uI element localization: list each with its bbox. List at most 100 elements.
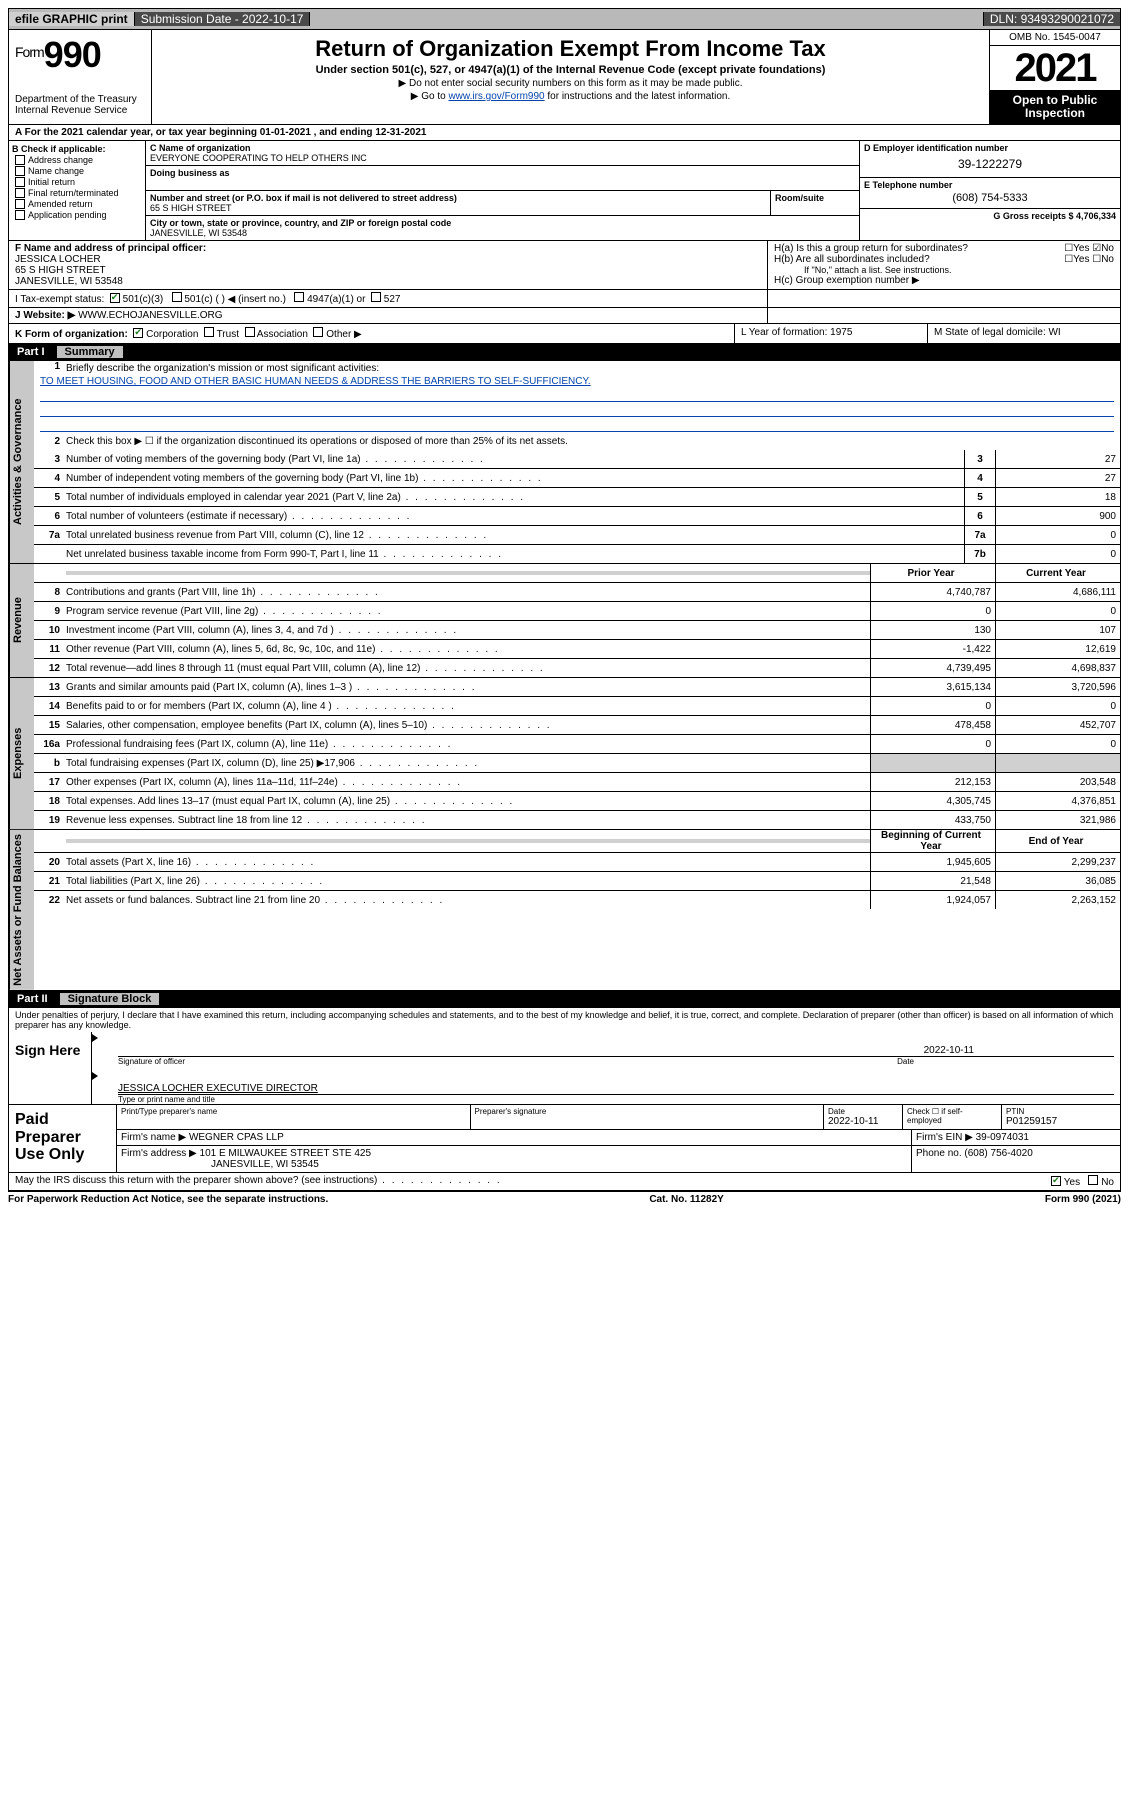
dln: DLN: 93493290021072: [983, 12, 1120, 26]
hb-label: H(b) Are all subordinates included?☐Yes …: [774, 254, 1114, 265]
arrow-icon: [92, 1034, 98, 1042]
city-label: City or town, state or province, country…: [150, 218, 855, 228]
col-current-year: Current Year: [995, 564, 1120, 582]
table-row: 22Net assets or fund balances. Subtract …: [34, 891, 1120, 909]
arrow-icon: [92, 1072, 98, 1080]
footer-left: For Paperwork Reduction Act Notice, see …: [8, 1194, 328, 1205]
section-governance: Activities & Governance 1 Briefly descri…: [8, 361, 1121, 564]
row-a-period: A For the 2021 calendar year, or tax yea…: [8, 125, 1121, 141]
chk-yes[interactable]: [1051, 1176, 1061, 1186]
table-row: 18Total expenses. Add lines 13–17 (must …: [34, 792, 1120, 811]
table-row: bTotal fundraising expenses (Part IX, co…: [34, 754, 1120, 773]
mission-text: TO MEET HOUSING, FOOD AND OTHER BASIC HU…: [34, 376, 597, 387]
tax-year: 2021: [990, 46, 1120, 90]
chk-4947[interactable]: [294, 292, 304, 302]
chk-initial-return[interactable]: Initial return: [12, 177, 142, 187]
table-row: 10Investment income (Part VIII, column (…: [34, 621, 1120, 640]
goto-note: ▶ Go to www.irs.gov/Form990 for instruct…: [158, 91, 983, 102]
phone-label: E Telephone number: [864, 180, 1116, 190]
entity-grid: B Check if applicable: Address change Na…: [8, 141, 1121, 241]
firm-addr1: 101 E MILWAUKEE STREET STE 425: [200, 1148, 372, 1159]
col-prior-year: Prior Year: [870, 564, 995, 582]
chk-trust[interactable]: [204, 327, 214, 337]
table-row: 11Other revenue (Part VIII, column (A), …: [34, 640, 1120, 659]
col-end: End of Year: [995, 830, 1120, 852]
col-beginning: Beginning of Current Year: [870, 830, 995, 852]
table-row: 19Revenue less expenses. Subtract line 1…: [34, 811, 1120, 829]
ein: 39-1222279: [864, 153, 1116, 175]
sig-date: 2022-10-11: [924, 1045, 1114, 1056]
footer-right: Form 990 (2021): [1045, 1194, 1121, 1205]
prep-date: 2022-10-11: [828, 1116, 898, 1127]
col-b-checkboxes: B Check if applicable: Address change Na…: [9, 141, 146, 240]
chk-amended[interactable]: Amended return: [12, 199, 142, 209]
table-row: 6Total number of volunteers (estimate if…: [34, 507, 1120, 526]
table-row: 4Number of independent voting members of…: [34, 469, 1120, 488]
room-label: Room/suite: [775, 193, 855, 203]
tab-expenses: Expenses: [9, 678, 34, 829]
form-number: 990: [44, 34, 101, 75]
may-irs-row: May the IRS discuss this return with the…: [8, 1173, 1121, 1191]
gross-receipts: G Gross receipts $ 4,706,334: [993, 211, 1116, 221]
part2-header: Part II Signature Block: [8, 991, 1121, 1008]
table-row: 15Salaries, other compensation, employee…: [34, 716, 1120, 735]
paid-preparer-label: Paid Preparer Use Only: [9, 1105, 117, 1172]
ptin: P01259157: [1006, 1116, 1116, 1127]
officer-printed: JESSICA LOCHER EXECUTIVE DIRECTOR: [118, 1083, 318, 1094]
table-row: 21Total liabilities (Part X, line 26)21,…: [34, 872, 1120, 891]
efile-label[interactable]: efile GRAPHIC print: [9, 12, 135, 26]
chk-501c[interactable]: [172, 292, 182, 302]
chk-name-change[interactable]: Name change: [12, 166, 142, 176]
table-row: 14Benefits paid to or for members (Part …: [34, 697, 1120, 716]
tab-revenue: Revenue: [9, 564, 34, 677]
table-row: 20Total assets (Part X, line 16)1,945,60…: [34, 853, 1120, 872]
form-subtitle: Under section 501(c), 527, or 4947(a)(1)…: [158, 64, 983, 76]
table-row: 9Program service revenue (Part VIII, lin…: [34, 602, 1120, 621]
org-city: JANESVILLE, WI 53548: [150, 228, 855, 238]
table-row: 16aProfessional fundraising fees (Part I…: [34, 735, 1120, 754]
table-row: 7aTotal unrelated business revenue from …: [34, 526, 1120, 545]
addr-label: Number and street (or P.O. box if mail i…: [150, 193, 766, 203]
submission-date: Submission Date - 2022-10-17: [135, 12, 311, 26]
chk-no[interactable]: [1088, 1175, 1098, 1185]
firm-phone: (608) 756-4020: [964, 1148, 1032, 1159]
paid-preparer-block: Paid Preparer Use Only Print/Type prepar…: [8, 1105, 1121, 1173]
tab-governance: Activities & Governance: [9, 361, 34, 563]
org-address: 65 S HIGH STREET: [150, 203, 766, 213]
chk-final-return[interactable]: Final return/terminated: [12, 188, 142, 198]
line1-label: Briefly describe the organization's miss…: [66, 361, 1120, 376]
form-header: Form990 Department of the Treasury Inter…: [8, 30, 1121, 125]
officer-addr1: 65 S HIGH STREET: [15, 265, 761, 276]
ein-label: D Employer identification number: [864, 143, 1116, 153]
irs-label: Internal Revenue Service: [15, 105, 145, 116]
table-row: 3Number of voting members of the governi…: [34, 450, 1120, 469]
open-inspection: Open to Public Inspection: [990, 90, 1120, 124]
row-k: K Form of organization: Corporation Trus…: [8, 324, 1121, 344]
sign-here-label: Sign Here: [9, 1032, 92, 1104]
table-row: 8Contributions and grants (Part VIII, li…: [34, 583, 1120, 602]
website[interactable]: WWW.ECHOJANESVILLE.ORG: [78, 310, 222, 321]
ssn-note: ▶ Do not enter social security numbers o…: [158, 78, 983, 89]
table-row: 12Total revenue—add lines 8 through 11 (…: [34, 659, 1120, 677]
chk-app-pending[interactable]: Application pending: [12, 210, 142, 220]
chk-other[interactable]: [313, 327, 323, 337]
tab-net: Net Assets or Fund Balances: [9, 830, 34, 990]
chk-address-change[interactable]: Address change: [12, 155, 142, 165]
chk-527[interactable]: [371, 292, 381, 302]
c-name-label: C Name of organization: [150, 143, 855, 153]
phone: (608) 754-5333: [864, 190, 1116, 206]
j-label: J Website: ▶: [15, 310, 75, 321]
k-label: K Form of organization:: [15, 329, 128, 340]
dba-label: Doing business as: [150, 168, 855, 178]
chk-assoc[interactable]: [245, 327, 255, 337]
firm-ein: 39-0974031: [976, 1132, 1029, 1143]
row-i: I Tax-exempt status: 501(c)(3) 501(c) ( …: [8, 290, 1121, 308]
prep-self-emp[interactable]: Check ☐ if self-employed: [903, 1105, 1002, 1129]
chk-501c3[interactable]: [110, 293, 120, 303]
firm-addr2: JANESVILLE, WI 53545: [121, 1159, 319, 1170]
table-row: Net unrelated business taxable income fr…: [34, 545, 1120, 563]
chk-corp[interactable]: [133, 328, 143, 338]
l-year: L Year of formation: 1975: [734, 324, 927, 343]
row-f-h: F Name and address of principal officer:…: [8, 241, 1121, 290]
irs-link[interactable]: www.irs.gov/Form990: [448, 91, 544, 102]
